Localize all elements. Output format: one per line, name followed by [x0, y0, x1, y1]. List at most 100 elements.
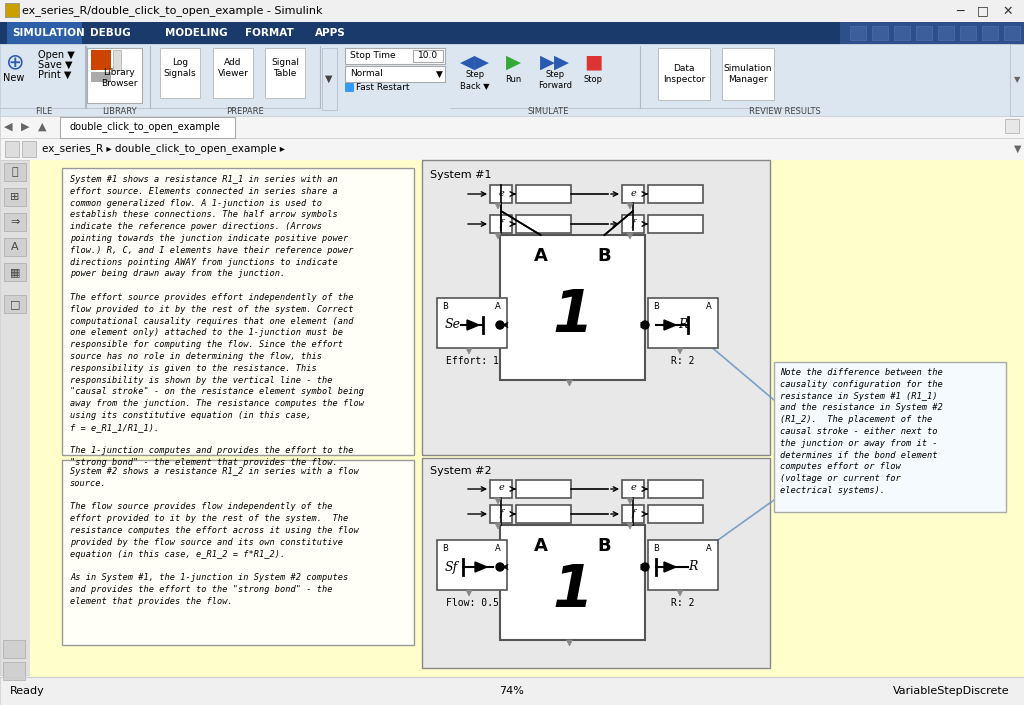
Text: ⇒: ⇒ [10, 217, 19, 227]
Text: FORMAT: FORMAT [245, 28, 294, 38]
Polygon shape [466, 590, 472, 596]
Bar [91, 72, 111, 82]
Text: B: B [442, 544, 447, 553]
Polygon shape [627, 233, 633, 239]
Circle shape [641, 563, 649, 571]
Bar [213, 48, 253, 98]
Text: System #1: System #1 [430, 170, 492, 180]
Text: A: A [706, 302, 712, 311]
Bar [422, 160, 770, 455]
Text: Data
Inspector: Data Inspector [663, 64, 706, 84]
Text: f: f [631, 508, 635, 517]
Bar [87, 48, 142, 103]
Bar [4, 213, 26, 231]
Bar [2, 46, 87, 108]
Text: ▶: ▶ [506, 52, 520, 71]
Text: f: f [499, 508, 503, 517]
Bar [648, 540, 718, 590]
Bar [490, 185, 512, 203]
Bar [982, 26, 998, 40]
Text: B: B [653, 544, 658, 553]
Text: 74%: 74% [500, 686, 524, 696]
Bar [0, 677, 1024, 705]
Polygon shape [677, 590, 683, 596]
Bar [345, 48, 445, 64]
Text: R: R [678, 319, 687, 331]
Text: ▼: ▼ [436, 70, 442, 78]
Text: LIBRARY: LIBRARY [101, 107, 136, 116]
Text: B: B [598, 247, 611, 265]
Bar [5, 3, 19, 17]
Text: FILE: FILE [36, 107, 52, 116]
Text: Normal: Normal [350, 70, 383, 78]
Text: ◀▶: ◀▶ [460, 52, 490, 71]
Text: MODELING: MODELING [165, 28, 227, 38]
Bar [30, 160, 1024, 677]
Bar [1010, 44, 1024, 116]
Bar [648, 215, 703, 233]
Text: A: A [706, 544, 712, 553]
Bar [872, 26, 888, 40]
Circle shape [641, 321, 649, 329]
Text: Open ▼: Open ▼ [38, 50, 75, 60]
Polygon shape [677, 348, 683, 354]
Text: ex_series_R ▸ double_click_to_open_example ▸: ex_series_R ▸ double_click_to_open_examp… [42, 144, 285, 154]
Bar [648, 185, 703, 203]
Text: □: □ [977, 4, 989, 18]
Bar [60, 117, 234, 138]
Text: Log
Signals: Log Signals [164, 59, 197, 78]
Bar [916, 26, 932, 40]
Text: Library
Browser: Library Browser [100, 68, 137, 87]
Text: A: A [495, 544, 501, 553]
Bar [938, 26, 954, 40]
Text: Signal
Table: Signal Table [271, 59, 299, 78]
Text: System #1 shows a resistance R1_1 in series with an
effort source. Elements conn: System #1 shows a resistance R1_1 in ser… [70, 175, 364, 467]
Text: SIMULATION: SIMULATION [12, 28, 85, 38]
Text: ─: ─ [956, 4, 964, 18]
Bar [2, 108, 87, 116]
Bar [648, 480, 703, 498]
Text: ▼: ▼ [1014, 144, 1022, 154]
Text: □: □ [10, 299, 20, 309]
Bar [0, 0, 1024, 22]
Polygon shape [566, 380, 572, 386]
Bar [437, 298, 507, 348]
Text: Sf: Sf [445, 560, 459, 573]
Text: SIMULATE: SIMULATE [527, 107, 568, 116]
Bar [4, 188, 26, 206]
Circle shape [496, 321, 504, 329]
Polygon shape [627, 498, 633, 504]
Text: Flow: 0.5: Flow: 0.5 [445, 598, 499, 608]
Polygon shape [495, 498, 501, 504]
Bar [500, 235, 645, 380]
Polygon shape [466, 348, 472, 354]
Text: f: f [499, 219, 503, 228]
Bar [500, 525, 645, 640]
Text: ex_series_R/double_click_to_open_example - Simulink: ex_series_R/double_click_to_open_example… [22, 6, 323, 16]
Bar [658, 48, 710, 100]
Text: e: e [630, 188, 636, 197]
Text: 1: 1 [552, 562, 593, 619]
Text: ✕: ✕ [1002, 4, 1014, 18]
Bar [961, 26, 976, 40]
Circle shape [496, 563, 504, 571]
Text: PREPARE: PREPARE [226, 107, 264, 116]
Bar [4, 163, 26, 181]
Text: R: 2: R: 2 [672, 356, 694, 366]
Text: Ready: Ready [10, 686, 45, 696]
Polygon shape [627, 203, 633, 209]
Bar [413, 50, 443, 62]
Bar [0, 160, 30, 675]
Bar [850, 26, 866, 40]
Text: Run: Run [505, 75, 521, 85]
Bar [0, 116, 1024, 138]
Polygon shape [495, 523, 501, 529]
Text: ▲: ▲ [38, 122, 46, 132]
Bar [160, 48, 200, 98]
Bar [113, 50, 121, 70]
Bar [516, 215, 571, 233]
Bar [62, 168, 414, 455]
Text: Stop Time: Stop Time [350, 51, 395, 61]
Text: B: B [442, 302, 447, 311]
Bar [622, 185, 644, 203]
